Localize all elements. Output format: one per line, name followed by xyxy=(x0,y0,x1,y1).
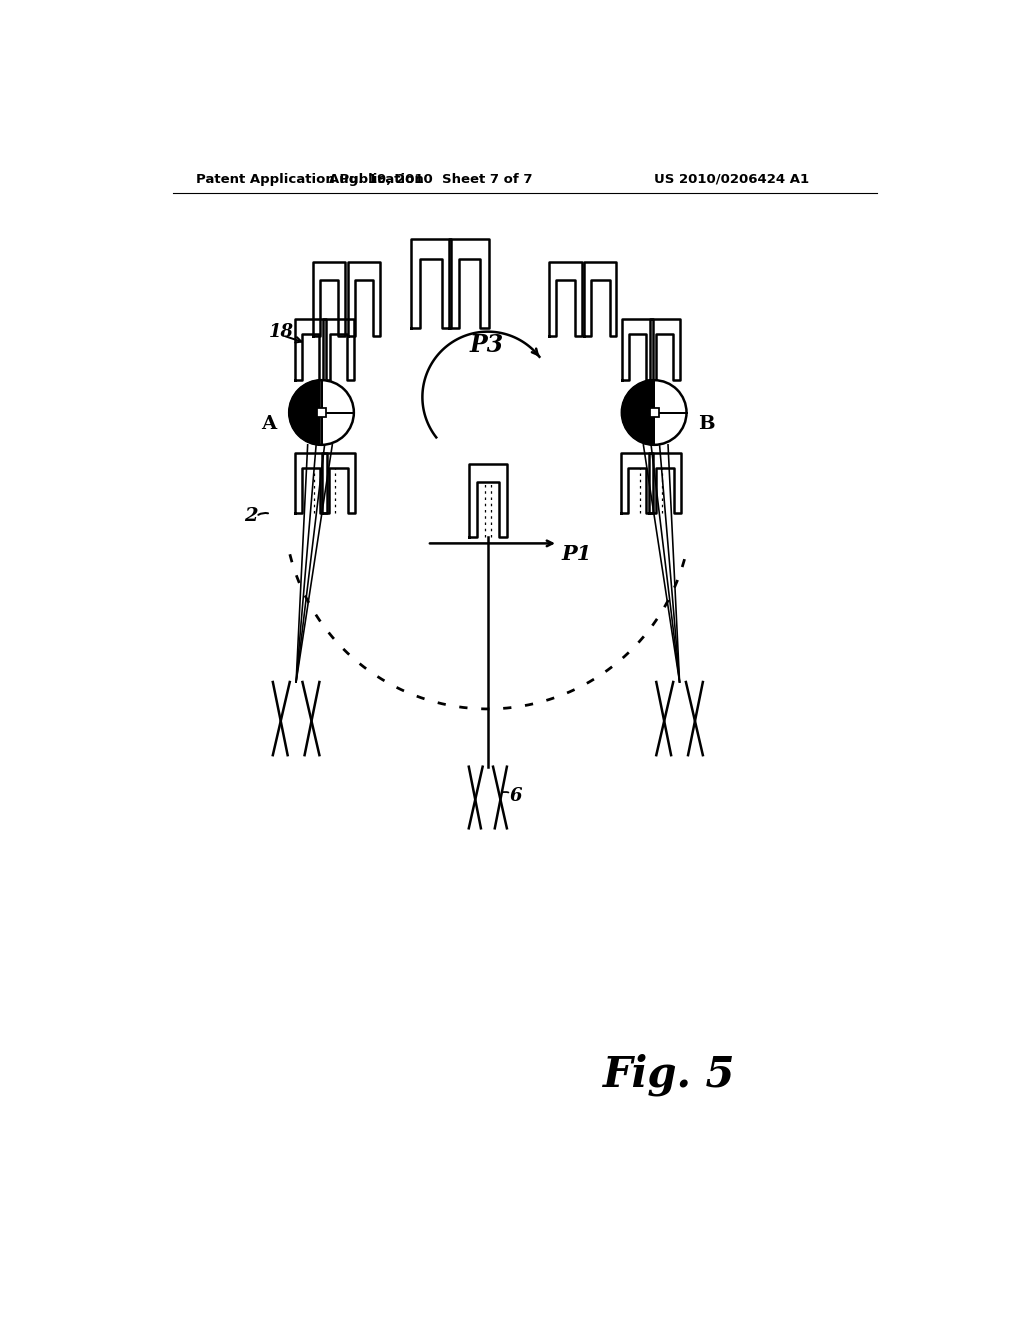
Polygon shape xyxy=(322,380,354,445)
Text: B: B xyxy=(698,414,715,433)
Text: 6: 6 xyxy=(509,787,522,805)
Bar xyxy=(316,408,326,417)
Text: Aug. 19, 2010  Sheet 7 of 7: Aug. 19, 2010 Sheet 7 of 7 xyxy=(329,173,532,186)
Text: US 2010/0206424 A1: US 2010/0206424 A1 xyxy=(654,173,809,186)
Polygon shape xyxy=(622,380,654,445)
Polygon shape xyxy=(289,380,322,445)
Text: Patent Application Publication: Patent Application Publication xyxy=(196,173,424,186)
Text: P3: P3 xyxy=(469,333,504,356)
Text: 2: 2 xyxy=(244,507,258,525)
Bar xyxy=(649,408,658,417)
Text: Fig. 5: Fig. 5 xyxy=(603,1053,736,1096)
Polygon shape xyxy=(654,380,686,445)
Text: A: A xyxy=(261,414,276,433)
Text: P1: P1 xyxy=(562,544,592,564)
Text: 18: 18 xyxy=(269,323,294,342)
